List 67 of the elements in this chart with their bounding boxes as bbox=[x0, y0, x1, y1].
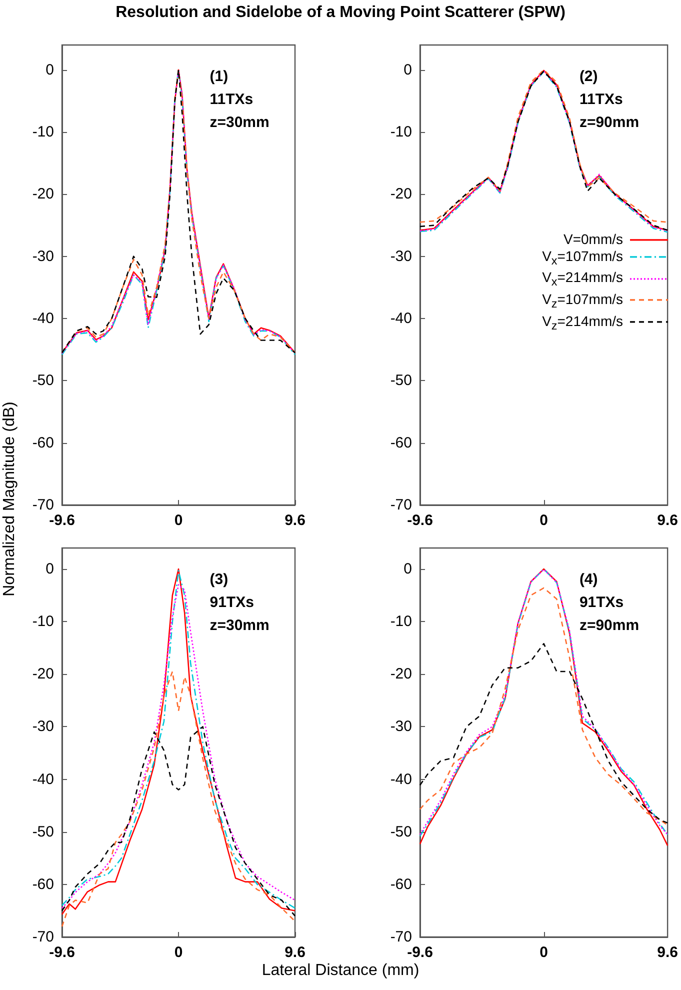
x-tick-label: -9.6 bbox=[407, 512, 433, 529]
line-series bbox=[419, 643, 668, 824]
x-tick-label: 9.6 bbox=[284, 944, 306, 961]
y-axis-title: Normalized Magnitude (dB) bbox=[1, 400, 19, 598]
x-tick-label: 9.6 bbox=[284, 512, 306, 529]
y-tick-label: 0 bbox=[46, 560, 54, 578]
y-tick-label: -40 bbox=[390, 310, 412, 328]
x-tick-label: -9.6 bbox=[407, 944, 433, 961]
y-tick-label: -20 bbox=[32, 186, 54, 203]
legend-label: V$_{x}$=107mm/s bbox=[542, 247, 623, 268]
y-tick-label: -30 bbox=[390, 248, 412, 265]
y-tick-label: -40 bbox=[32, 770, 54, 788]
y-tick-label: -50 bbox=[390, 823, 412, 840]
y-tick-label: -60 bbox=[32, 434, 54, 452]
annotation: z=90mm bbox=[579, 114, 640, 131]
annotation: z=90mm bbox=[579, 617, 640, 634]
x-tick-label: 9.6 bbox=[657, 512, 678, 529]
y-tick-label: -40 bbox=[390, 770, 412, 788]
annotation: (4) bbox=[579, 571, 598, 588]
y-tick-label: -30 bbox=[390, 718, 412, 736]
y-tick-label: -50 bbox=[390, 372, 412, 390]
y-tick-label: -30 bbox=[32, 248, 54, 265]
x-tick-label: -9.6 bbox=[49, 944, 75, 961]
x-tick-label: -9.6 bbox=[49, 512, 75, 529]
line-series bbox=[61, 670, 296, 928]
y-tick-label: -70 bbox=[390, 928, 412, 946]
x-tick-label: 0 bbox=[174, 944, 183, 961]
annotation: (1) bbox=[210, 68, 228, 85]
annotation: (2) bbox=[579, 68, 598, 85]
legend-label: V$_{x}$=214mm/s bbox=[542, 269, 623, 289]
y-tick-label: 0 bbox=[404, 560, 412, 578]
y-tick-label: -10 bbox=[390, 613, 412, 630]
y-tick-label: -10 bbox=[32, 613, 54, 630]
annotation: z=30mm bbox=[210, 114, 270, 131]
x-tick-label: 0 bbox=[540, 512, 548, 529]
x-tick-label: 0 bbox=[174, 512, 183, 529]
legend-label: V=0mm/s bbox=[563, 230, 623, 246]
y-tick-label: -40 bbox=[32, 310, 54, 328]
y-tick-label: 0 bbox=[404, 61, 412, 78]
annotation: 11TXs bbox=[579, 91, 623, 108]
annotation: z=30mm bbox=[210, 617, 270, 634]
y-tick-label: -10 bbox=[390, 124, 412, 141]
x-tick-label: 0 bbox=[540, 944, 548, 961]
y-tick-label: -70 bbox=[32, 496, 54, 514]
y-tick-label: -60 bbox=[32, 876, 54, 893]
annotation: 91TXs bbox=[210, 594, 254, 611]
legend-label: V$_{z}$=107mm/s bbox=[542, 291, 623, 311]
y-tick-label: -70 bbox=[32, 928, 54, 946]
y-tick-label: -60 bbox=[390, 434, 412, 452]
x-tick-label: 9.6 bbox=[657, 944, 678, 961]
legend-label: V$_{z}$=214mm/s bbox=[542, 312, 623, 333]
y-tick-label: -50 bbox=[32, 372, 54, 390]
x-axis-title: Lateral Distance (mm) bbox=[260, 962, 420, 980]
y-tick-label: -20 bbox=[32, 666, 54, 683]
text: Resolution and Sidelobe of a Moving Point Scatterer (SPW) bbox=[114, 4, 566, 22]
y-tick-label: 0 bbox=[46, 61, 54, 78]
line-series bbox=[61, 726, 296, 917]
annotation: 91TXs bbox=[579, 594, 624, 611]
annotation: (3) bbox=[210, 571, 228, 588]
y-tick-label: -30 bbox=[32, 718, 54, 736]
y-tick-label: -50 bbox=[32, 823, 54, 840]
annotation: 11TXs bbox=[210, 91, 254, 108]
y-tick-label: -20 bbox=[390, 666, 412, 683]
y-tick-label: -10 bbox=[32, 124, 54, 141]
y-tick-label: -70 bbox=[390, 496, 412, 514]
y-tick-label: -20 bbox=[390, 186, 412, 203]
y-tick-label: -60 bbox=[390, 876, 412, 893]
